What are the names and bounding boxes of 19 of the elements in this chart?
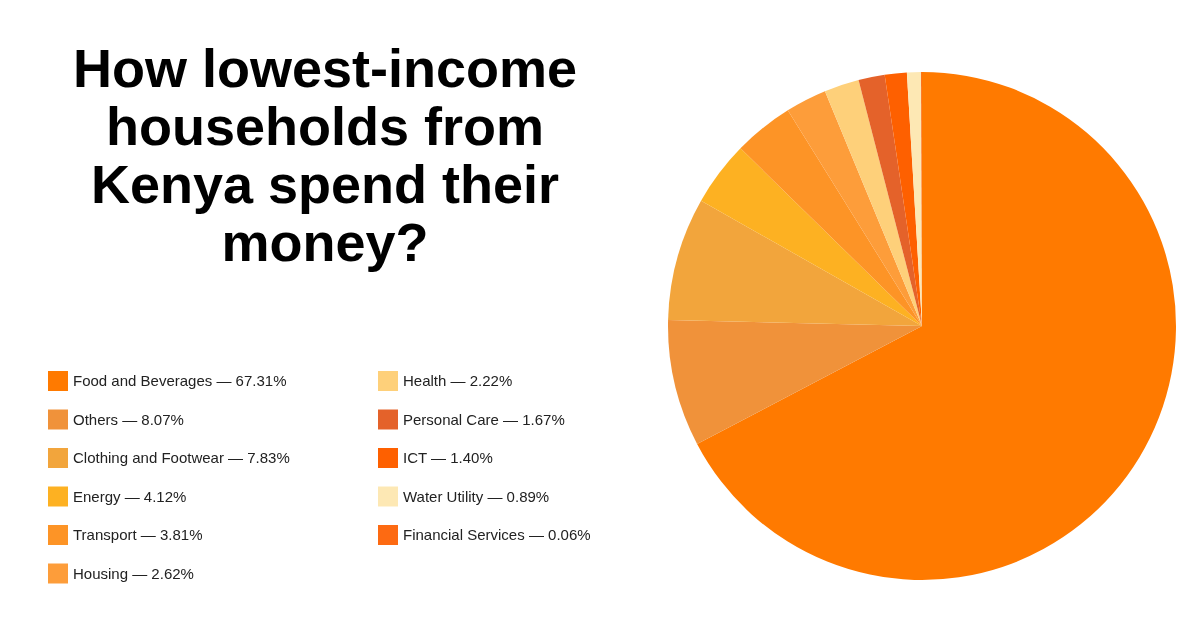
legend-label: Financial Services — 0.06% bbox=[403, 526, 591, 543]
legend-label: Housing — 2.62% bbox=[73, 564, 194, 582]
legend-label: Personal Care — 1.67% bbox=[403, 410, 565, 428]
legend-label: Transport — 3.81% bbox=[73, 526, 203, 543]
pie-slice bbox=[697, 72, 1176, 580]
legend-label: Water Utility — 0.89% bbox=[403, 487, 550, 505]
pie-slice bbox=[701, 148, 922, 326]
legend-label: Others — 8.07% bbox=[73, 410, 184, 428]
pie-slice bbox=[884, 72, 922, 326]
legend-label: ICT — 1.40% bbox=[403, 449, 493, 466]
legend-label: Health — 2.22% bbox=[403, 372, 513, 389]
text: How lowest-income households from Kenya spend their money? bbox=[72, 38, 578, 272]
legend-label: Energy — 4.12% bbox=[73, 487, 187, 505]
pie-slice bbox=[858, 74, 922, 326]
pie-slice bbox=[668, 319, 922, 445]
pie-slice bbox=[740, 110, 922, 326]
pie-slice bbox=[824, 80, 922, 326]
legend-label: Clothing and Footwear — 7.83% bbox=[73, 449, 290, 466]
legend-label: Food and Beverages — 67.31% bbox=[73, 372, 287, 389]
